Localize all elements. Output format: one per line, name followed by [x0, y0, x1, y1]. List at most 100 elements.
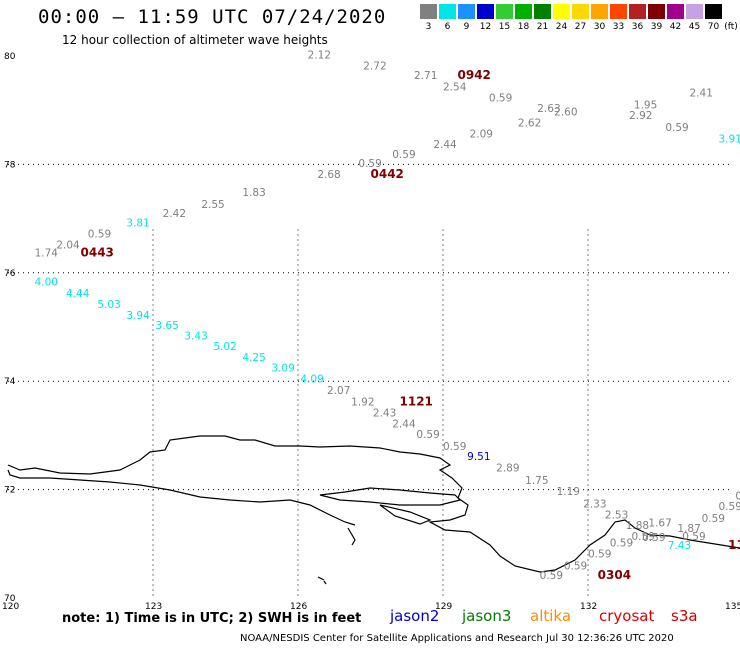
pass-time-label: 1121: [400, 395, 433, 409]
satellite-legend-jason3: jason3: [462, 607, 512, 625]
wave-height-value: 0.59: [88, 229, 111, 241]
satellite-legend-jason2: jason2: [390, 607, 440, 625]
wave-height-value: 3.65: [155, 320, 178, 332]
scale-label: 42: [669, 22, 682, 32]
wave-height-value: 2.54: [443, 82, 467, 94]
wave-height-value: 0.59: [702, 513, 725, 525]
wave-height-value: 2.53: [605, 509, 628, 521]
wave-height-value: 2.63: [537, 103, 560, 115]
wave-height-value: 1.67: [648, 517, 671, 529]
wave-height-value: 2.68: [317, 169, 340, 181]
wave-height-value: 1.83: [242, 187, 265, 199]
wave-height-value: 2.71: [414, 70, 437, 82]
wave-height-value: 9.51: [467, 451, 490, 463]
wave-height-value: 2.42: [163, 208, 186, 220]
scale-label: 15: [498, 22, 511, 32]
lon-tick-label: 132: [580, 602, 597, 612]
wave-height-value: 0.59: [358, 158, 381, 170]
wave-height-value: 2.12: [308, 50, 331, 62]
wave-height-value: 4.44: [66, 288, 90, 300]
wave-height-value: 1.19: [557, 486, 580, 498]
credit-line: NOAA/NESDIS Center for Satellite Applica…: [240, 633, 674, 644]
wave-height-value: 2.41: [690, 88, 713, 100]
satellite-legend-altika: altika: [530, 607, 572, 625]
lat-tick-label: 70: [4, 594, 16, 604]
wave-height-value: 0.59: [642, 532, 665, 544]
wave-height-value: 2.72: [363, 61, 386, 73]
scale-swatch: [496, 4, 513, 19]
wave-height-value: 2.43: [373, 407, 396, 419]
scale-label: 21: [536, 22, 549, 32]
wave-height-value: 5.03: [97, 299, 120, 311]
wave-height-value: 0.59: [665, 122, 688, 134]
wave-height-value: 1.74: [35, 248, 59, 260]
satellite-legend-s3a: s3a: [671, 607, 698, 625]
wave-height-value: 2.55: [201, 199, 224, 211]
scale-label: 24: [555, 22, 568, 32]
scale-swatch: [439, 4, 456, 19]
scale-label: 36: [631, 22, 644, 32]
wave-height-value: 0.59: [443, 441, 466, 453]
scale-swatch: [553, 4, 570, 19]
scale-unit: (ft): [724, 22, 738, 32]
wave-height-value: 2.33: [583, 498, 606, 510]
scale-label: 45: [688, 22, 701, 32]
wave-height-value: 0.59: [588, 548, 611, 560]
pass-time-label: 0304: [598, 568, 631, 582]
lon-tick-label: 123: [145, 602, 162, 612]
wave-height-value: 2.89: [496, 463, 519, 475]
wave-height-value: 3.43: [184, 330, 207, 342]
scale-swatch: [610, 4, 627, 19]
wave-height-value: 2.44: [433, 139, 457, 151]
pass-time-labels: 0942044204431121030311200304: [81, 68, 740, 582]
scale-label: 3: [425, 22, 432, 32]
lat-tick-label: 80: [4, 52, 16, 62]
scale-swatch: [686, 4, 703, 19]
wave-height-value: 3.09: [271, 362, 294, 374]
wave-height-value: 0.59: [735, 490, 740, 502]
scale-swatch: [477, 4, 494, 19]
scale-swatch: [572, 4, 589, 19]
scale-swatch: [667, 4, 684, 19]
scale-label: 6: [444, 22, 451, 32]
wave-height-value: 0.59: [632, 531, 655, 543]
scale-label: 18: [517, 22, 530, 32]
scale-label: 30: [593, 22, 606, 32]
lon-tick-label: 135: [725, 602, 740, 612]
lat-lon-grid: [8, 163, 733, 598]
pass-time-label: 0942: [458, 68, 491, 82]
scale-label: 39: [650, 22, 663, 32]
scale-label: 9: [463, 22, 470, 32]
wave-height-value: 4.09: [300, 373, 323, 385]
scale-label: 27: [574, 22, 587, 32]
scale-swatch: [515, 4, 532, 19]
wave-height-value: 1.92: [351, 397, 374, 409]
wave-height-value: 0.59: [489, 93, 512, 105]
observation-values: 2.12 2.72 2.71 2.54 0.59 2.632.60 1.95 2.41 2.92…: [35, 50, 740, 582]
wave-height-value: 2.44: [392, 418, 416, 430]
scale-swatch: [420, 4, 437, 19]
wave-height-value: 0.59: [719, 501, 740, 513]
wave-height-value: 2.04: [56, 239, 80, 251]
satellite-legend-cryosat: cryosat: [599, 607, 655, 625]
lon-tick-label: 126: [290, 602, 307, 612]
wave-height-value: 2.09: [470, 128, 493, 140]
wave-height-value: 2.62: [518, 117, 541, 129]
wave-height-value: 0.59: [610, 538, 633, 550]
wave-height-value: 2.07: [327, 385, 350, 397]
wave-height-value: 1.87: [677, 523, 700, 535]
lon-tick-label: 120: [2, 602, 19, 612]
scale-label: 70: [707, 22, 720, 32]
wave-height-value: 0.59: [682, 531, 705, 543]
lon-tick-label: 129: [435, 602, 452, 612]
wave-height-value: 3.94: [126, 310, 150, 322]
map-title: 00:00 – 11:59 UTC 07/24/2020: [38, 6, 387, 28]
wave-height-value: 0.59: [416, 429, 439, 441]
wave-height-value: 2.60: [554, 107, 577, 119]
map-subtitle: 12 hour collection of altimeter wave hei…: [62, 33, 328, 47]
wave-height-value: 5.02: [213, 341, 236, 353]
wave-height-value: 0.59: [540, 570, 563, 582]
scale-label: 33: [612, 22, 625, 32]
scale-label: 12: [479, 22, 492, 32]
